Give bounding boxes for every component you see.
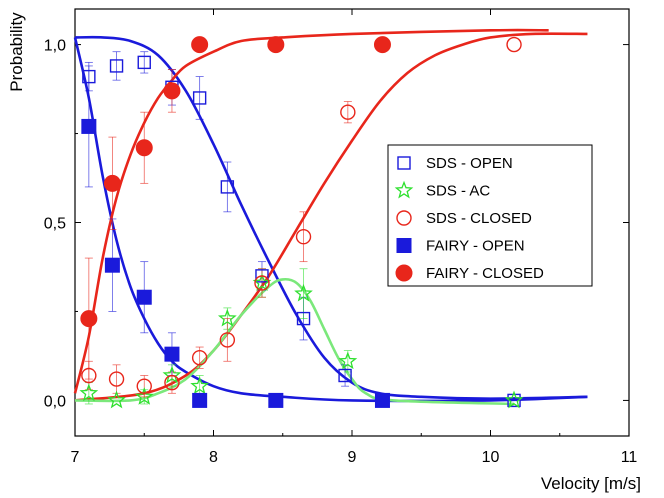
- y-tick-label: 0,5: [44, 216, 66, 233]
- data-point: [504, 390, 524, 409]
- legend-label: SDS - AC: [426, 183, 490, 200]
- data-point: [136, 289, 152, 305]
- data-markers: [79, 36, 524, 409]
- data-point: [217, 308, 237, 327]
- data-point: [135, 139, 153, 157]
- legend-box: [387, 144, 593, 287]
- data-point: [294, 283, 313, 302]
- axes: 7 8 9 10 11 0,0 0,5 1,0: [44, 9, 638, 466]
- data-point: [79, 383, 99, 402]
- data-point: [373, 36, 391, 54]
- x-tick-label: 8: [209, 449, 218, 466]
- error-bars: [84, 51, 352, 405]
- data-point: [109, 59, 124, 73]
- data-point: [164, 374, 180, 391]
- x-tick-label: 10: [482, 449, 500, 466]
- data-point: [507, 393, 521, 408]
- x-tick-label: 9: [348, 449, 357, 466]
- data-point: [103, 174, 121, 192]
- data-point: [137, 55, 151, 70]
- legend-marker: [394, 180, 414, 199]
- legend-marker: [396, 210, 412, 226]
- data-point: [267, 36, 285, 54]
- fit-curve: [74, 35, 588, 400]
- legend-marker: [395, 264, 413, 282]
- data-point: [81, 367, 97, 384]
- data-point: [192, 91, 207, 105]
- data-point: [338, 368, 352, 383]
- data-point: [252, 273, 272, 291]
- data-point: [190, 376, 210, 395]
- data-point: [80, 310, 98, 328]
- data-point: [296, 311, 311, 326]
- data-point: [268, 392, 284, 408]
- data-point: [107, 390, 126, 409]
- legend-marker: [397, 156, 411, 170]
- data-point: [136, 378, 152, 394]
- x-tick-label: 11: [621, 449, 638, 466]
- data-point: [295, 229, 312, 245]
- fit-curve: [73, 37, 588, 403]
- y-tick-label: 1,0: [44, 38, 66, 55]
- data-point: [82, 69, 96, 84]
- data-point: [104, 257, 120, 273]
- legend-marker: [396, 238, 412, 253]
- data-point: [108, 371, 125, 387]
- data-point: [191, 36, 209, 54]
- legend: SDS - OPEN SDS - AC SDS - CLOSED FAIRY - OP…: [387, 144, 593, 287]
- data-point: [220, 180, 235, 194]
- x-axis-label: Velocity [m/s]: [541, 474, 641, 493]
- data-point: [192, 392, 208, 408]
- legend-label: FAIRY - CLOSED: [426, 265, 544, 282]
- data-point: [81, 118, 97, 134]
- data-point: [506, 36, 522, 53]
- legend-label: SDS - CLOSED: [426, 210, 532, 227]
- data-point: [162, 365, 182, 384]
- fit-curves: [73, 28, 588, 406]
- legend-label: FAIRY - OPEN: [426, 238, 525, 255]
- data-point: [374, 392, 390, 408]
- x-tick-label: 7: [71, 449, 80, 466]
- legend-label: SDS - OPEN: [426, 155, 513, 172]
- data-point: [340, 104, 356, 120]
- fit-curve: [73, 28, 549, 394]
- data-point: [164, 346, 180, 362]
- y-axis-label: Probability: [7, 12, 26, 92]
- data-point: [134, 387, 154, 405]
- data-point: [255, 269, 269, 283]
- data-point: [338, 351, 358, 370]
- y-tick-label: 0,0: [44, 393, 66, 410]
- fit-curve: [74, 277, 515, 406]
- data-point: [254, 275, 270, 291]
- data-point: [219, 332, 236, 348]
- data-point: [191, 350, 208, 366]
- data-point: [163, 82, 181, 100]
